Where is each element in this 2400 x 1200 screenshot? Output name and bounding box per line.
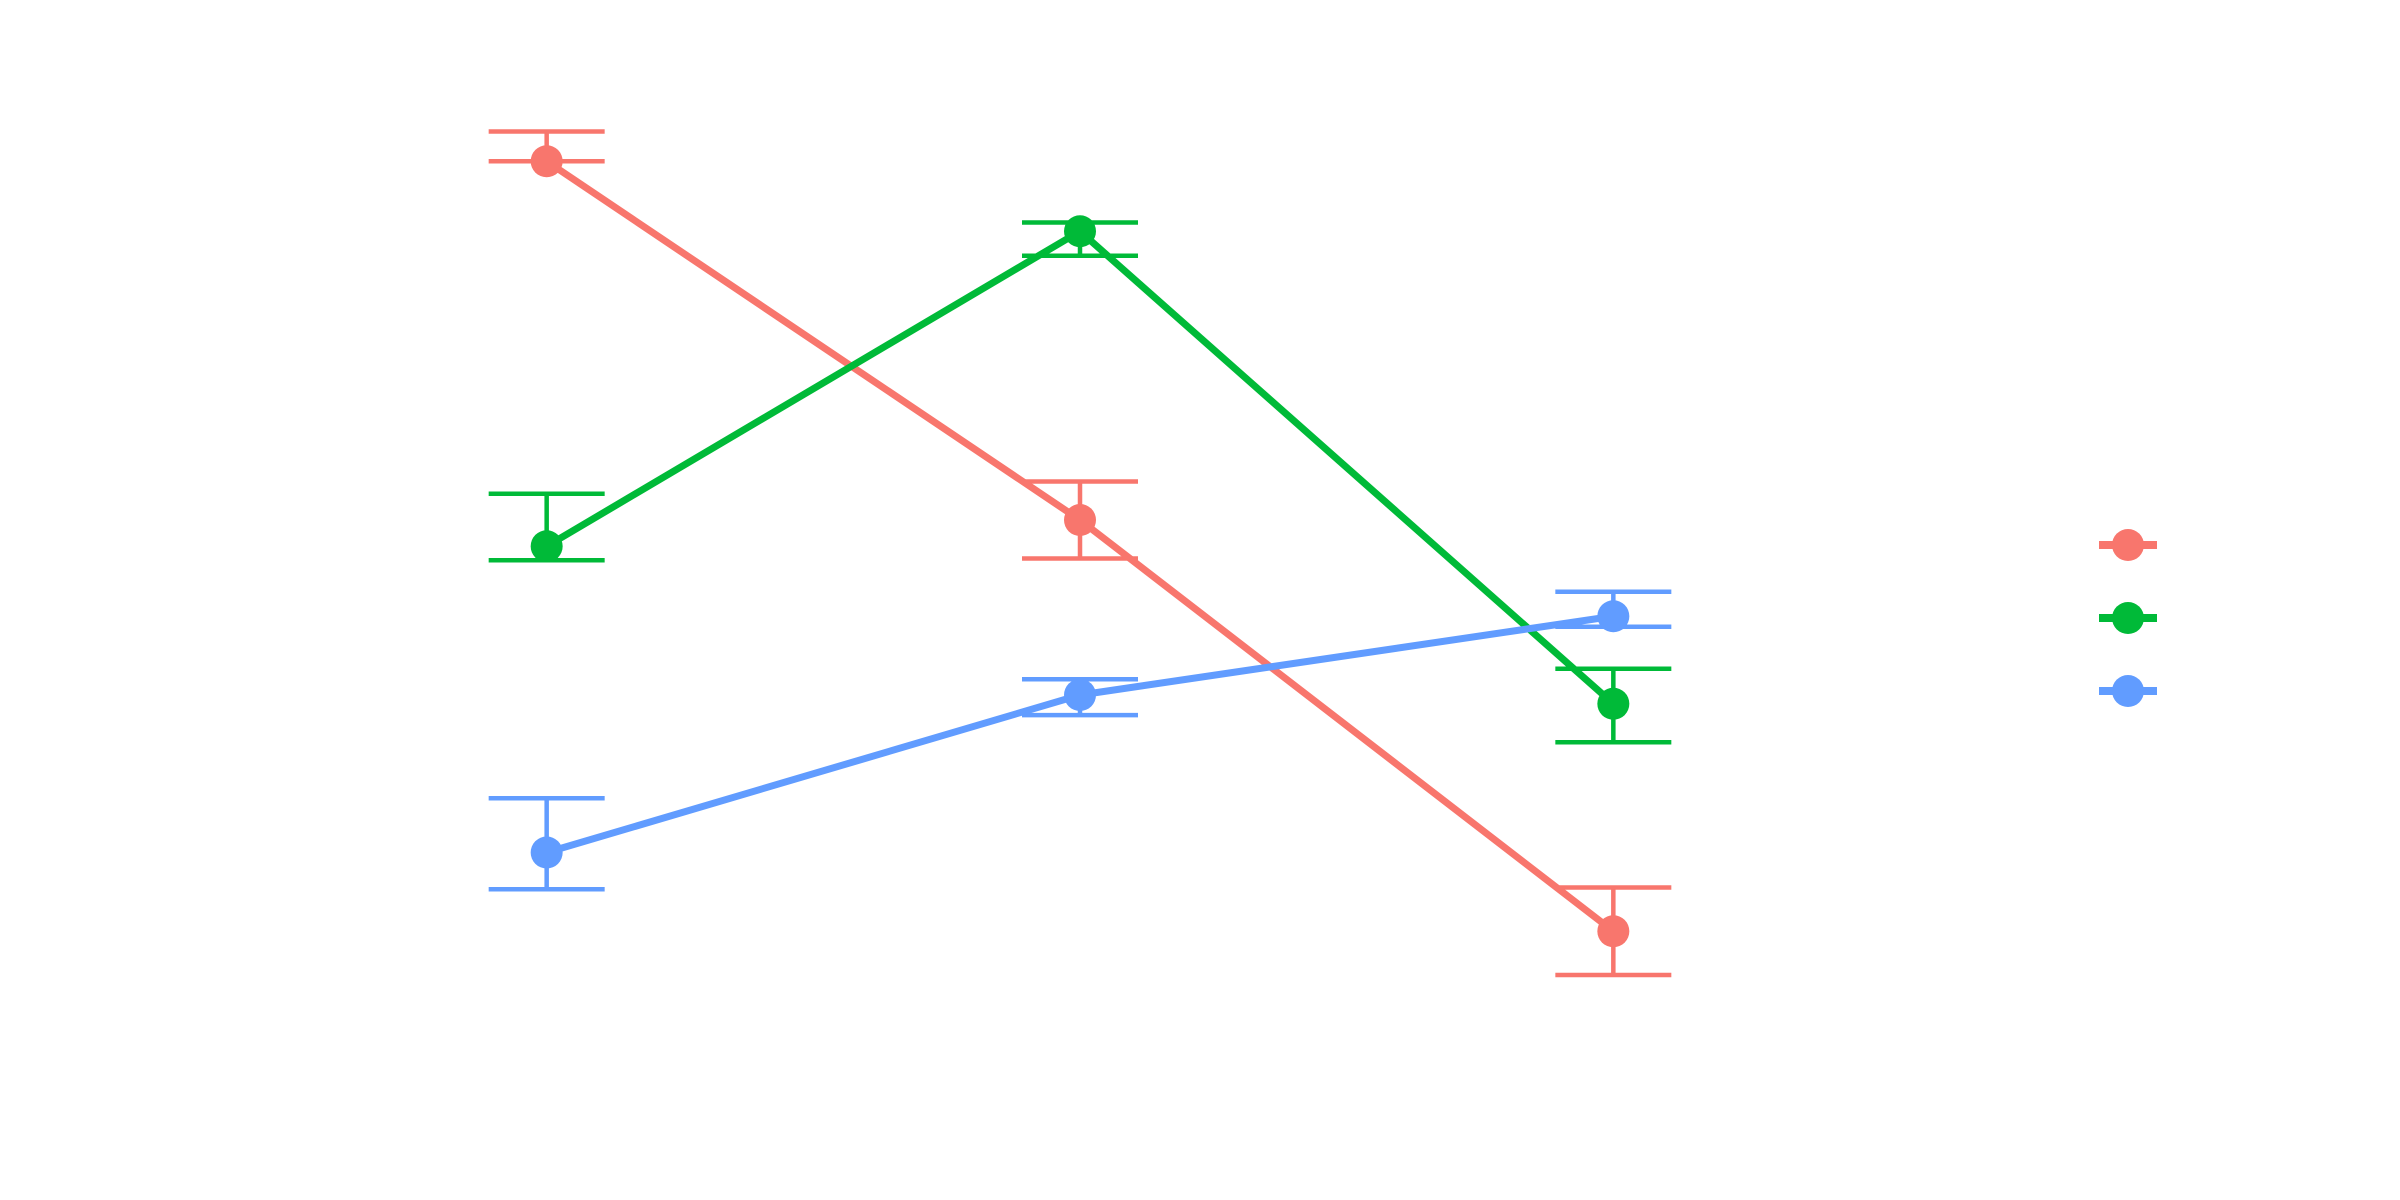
data-point-s1-p2 bbox=[1064, 504, 1096, 536]
data-point-s3-p2 bbox=[1064, 679, 1096, 711]
series-line-2 bbox=[544, 227, 1616, 707]
data-point-s2-p3 bbox=[1597, 687, 1630, 720]
data-point-s3-p1 bbox=[530, 836, 563, 869]
error-bars-layer bbox=[488, 129, 1672, 978]
data-point-s1-p1 bbox=[530, 145, 563, 178]
series-line-3 bbox=[545, 612, 1614, 856]
data-point-s2-p2 bbox=[1064, 215, 1096, 248]
data-point-s2-p1 bbox=[530, 530, 563, 563]
data-point-s1-p3 bbox=[1597, 915, 1630, 948]
legend-key-point-1 bbox=[2112, 529, 2144, 561]
data-points-layer bbox=[530, 145, 1630, 948]
legend-key-point-3 bbox=[2112, 675, 2144, 707]
legend bbox=[2099, 529, 2157, 707]
data-point-s3-p3 bbox=[1597, 600, 1630, 633]
legend-key-point-2 bbox=[2112, 602, 2144, 634]
